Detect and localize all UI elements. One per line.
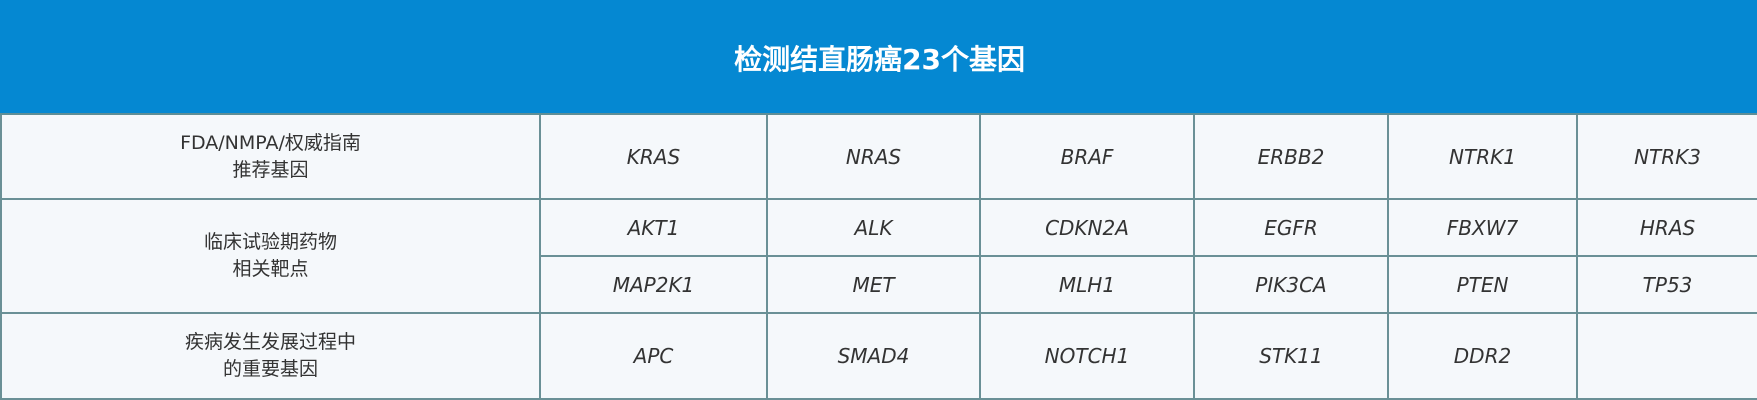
- category-label-line2: 相关靶点: [232, 258, 309, 280]
- gene-cell: BRAF: [979, 113, 1195, 200]
- gene-cell: FBXW7: [1387, 198, 1578, 257]
- table-title: 检测结直肠癌23个基因: [0, 0, 1757, 115]
- gene-cell: MET: [766, 255, 981, 314]
- gene-cell: EGFR: [1193, 198, 1389, 257]
- gene-cell: NOTCH1: [979, 312, 1195, 400]
- category-label: 临床试验期药物 相关靶点: [0, 198, 541, 314]
- table-row: 临床试验期药物 相关靶点 AKT1 ALK CDKN2A EGFR FBXW7 HRAS: [0, 198, 1757, 314]
- gene-cell: MAP2K1: [539, 255, 768, 314]
- gene-cell: PIK3CA: [1193, 255, 1389, 314]
- gene-cell: CDKN2A: [979, 198, 1195, 257]
- category-label: 疾病发生发展过程中 的重要基因: [0, 312, 541, 400]
- category-label-line1: 疾病发生发展过程中: [184, 331, 356, 353]
- category-label-line2: 的重要基因: [222, 358, 318, 380]
- gene-cell: ALK: [766, 198, 981, 257]
- gene-cell: NTRK1: [1387, 113, 1578, 200]
- gene-cell: TP53: [1575, 255, 1757, 314]
- table-row: MAP2K1 MET MLH1 PIK3CA PTEN TP53: [1, 255, 1757, 314]
- gene-cell: NRAS: [766, 113, 981, 200]
- gene-cell: DDR2: [1387, 312, 1578, 400]
- gene-cell: [1575, 312, 1757, 400]
- table-row: FDA/NMPA/权威指南 推荐基因 KRAS NRAS BRAF ERBB2 NTRK1 N…: [0, 113, 1757, 200]
- category-label: FDA/NMPA/权威指南 推荐基因: [0, 113, 541, 200]
- gene-cell: PTEN: [1387, 255, 1578, 314]
- category-label-line1: 临床试验期药物: [203, 231, 337, 253]
- gene-cell: STK11: [1193, 312, 1389, 400]
- gene-cell: NTRK3: [1575, 113, 1757, 200]
- category-label-line2: 推荐基因: [232, 158, 309, 181]
- gene-cell: APC: [539, 312, 768, 400]
- gene-cell: ERBB2: [1193, 113, 1389, 200]
- gene-cell: SMAD4: [766, 312, 981, 400]
- gene-cell: KRAS: [539, 113, 768, 200]
- table-row: 疾病发生发展过程中 的重要基因 APC SMAD4 NOTCH1 STK11 DDR2: [0, 312, 1757, 400]
- category-label-line1: FDA/NMPA/权威指南: [180, 131, 361, 154]
- gene-cell: HRAS: [1575, 198, 1757, 257]
- gene-cell: MLH1: [979, 255, 1195, 314]
- gene-cell: AKT1: [539, 198, 768, 257]
